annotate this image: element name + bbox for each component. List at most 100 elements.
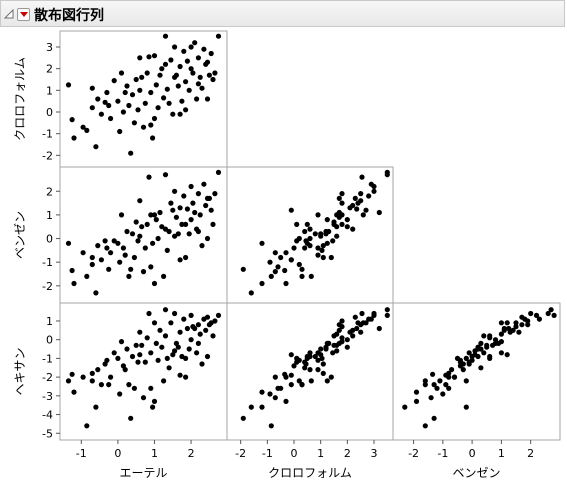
data-point[interactable] [199, 243, 205, 249]
data-point[interactable] [283, 374, 289, 380]
data-point[interactable] [184, 325, 190, 332]
data-point[interactable] [98, 111, 104, 117]
data-point[interactable] [315, 367, 321, 373]
data-point[interactable] [69, 371, 75, 377]
data-point[interactable] [84, 273, 90, 279]
data-point[interactable] [363, 320, 369, 326]
data-point[interactable] [204, 314, 211, 320]
data-point[interactable] [177, 257, 183, 263]
data-point[interactable] [339, 335, 345, 341]
data-point[interactable] [376, 209, 382, 216]
data-point[interactable] [98, 257, 104, 263]
data-point[interactable] [320, 254, 326, 261]
data-point[interactable] [161, 273, 167, 279]
data-point[interactable] [294, 355, 300, 361]
data-point[interactable] [481, 350, 487, 356]
data-point[interactable] [108, 374, 114, 380]
panel-0-3[interactable] [59, 302, 228, 441]
data-point[interactable] [334, 348, 340, 354]
data-point[interactable] [498, 320, 504, 326]
data-point[interactable] [328, 254, 334, 261]
data-point[interactable] [288, 257, 294, 263]
data-point[interactable] [203, 327, 209, 333]
data-point[interactable] [498, 339, 504, 345]
data-point[interactable] [299, 266, 305, 272]
data-point[interactable] [350, 226, 356, 232]
data-point[interactable] [336, 327, 342, 333]
data-point[interactable] [129, 92, 136, 98]
data-point[interactable] [142, 100, 148, 106]
data-point[interactable] [307, 353, 313, 360]
data-point[interactable] [126, 273, 132, 279]
data-point[interactable] [133, 342, 139, 348]
data-point[interactable] [166, 100, 172, 106]
data-point[interactable] [124, 346, 130, 352]
data-point[interactable] [359, 174, 365, 180]
data-point[interactable] [478, 340, 484, 346]
data-point[interactable] [336, 195, 342, 201]
data-point[interactable] [148, 122, 154, 128]
data-point[interactable] [137, 352, 143, 358]
data-point[interactable] [151, 320, 158, 326]
data-point[interactable] [484, 344, 490, 350]
data-point[interactable] [157, 209, 163, 216]
data-point[interactable] [197, 212, 203, 218]
data-point[interactable] [315, 212, 321, 218]
data-point[interactable] [124, 228, 130, 235]
data-point[interactable] [133, 219, 139, 225]
data-point[interactable] [129, 231, 136, 237]
data-point[interactable] [248, 290, 254, 296]
data-point[interactable] [326, 340, 332, 346]
panel-1-2[interactable] [226, 166, 394, 304]
data-point[interactable] [344, 344, 350, 350]
data-point[interactable] [422, 423, 428, 429]
data-point[interactable] [159, 224, 165, 230]
data-point[interactable] [315, 245, 321, 251]
data-point[interactable] [135, 107, 141, 113]
data-point[interactable] [159, 344, 165, 350]
data-point[interactable] [204, 96, 211, 102]
data-point[interactable] [339, 191, 345, 197]
data-point[interactable] [172, 348, 178, 354]
data-point[interactable] [422, 382, 428, 388]
data-point[interactable] [164, 86, 170, 92]
data-point[interactable] [69, 117, 75, 123]
data-point[interactable] [172, 310, 178, 317]
data-point[interactable] [128, 150, 134, 156]
data-point[interactable] [240, 415, 246, 421]
data-point[interactable] [201, 181, 207, 187]
data-point[interactable] [177, 372, 183, 378]
data-point[interactable] [177, 329, 183, 335]
data-point[interactable] [490, 342, 496, 348]
data-point[interactable] [184, 58, 190, 64]
data-point[interactable] [135, 238, 141, 244]
data-point[interactable] [111, 350, 117, 356]
data-point[interactable] [179, 98, 185, 104]
data-point[interactable] [108, 115, 114, 122]
data-point[interactable] [304, 240, 310, 246]
data-point[interactable] [172, 74, 178, 80]
data-point[interactable] [525, 318, 531, 324]
data-point[interactable] [449, 367, 455, 373]
data-point[interactable] [308, 378, 314, 384]
data-point[interactable] [150, 135, 156, 141]
red-triangle-menu-icon[interactable] [17, 8, 30, 21]
data-point[interactable] [440, 391, 446, 397]
data-point[interactable] [124, 83, 130, 89]
data-point[interactable] [199, 85, 205, 91]
data-point[interactable] [155, 105, 161, 111]
data-point[interactable] [513, 320, 519, 326]
data-point[interactable] [102, 238, 108, 244]
data-point[interactable] [197, 74, 203, 80]
data-point[interactable] [204, 353, 211, 360]
data-point[interactable] [352, 195, 358, 201]
data-point[interactable] [192, 325, 198, 332]
data-point[interactable] [384, 307, 390, 313]
data-point[interactable] [299, 273, 305, 279]
data-point[interactable] [339, 339, 345, 345]
data-point[interactable] [206, 72, 212, 78]
data-point[interactable] [183, 221, 189, 227]
data-point[interactable] [135, 359, 141, 365]
data-point[interactable] [460, 361, 466, 367]
data-point[interactable] [102, 99, 108, 105]
